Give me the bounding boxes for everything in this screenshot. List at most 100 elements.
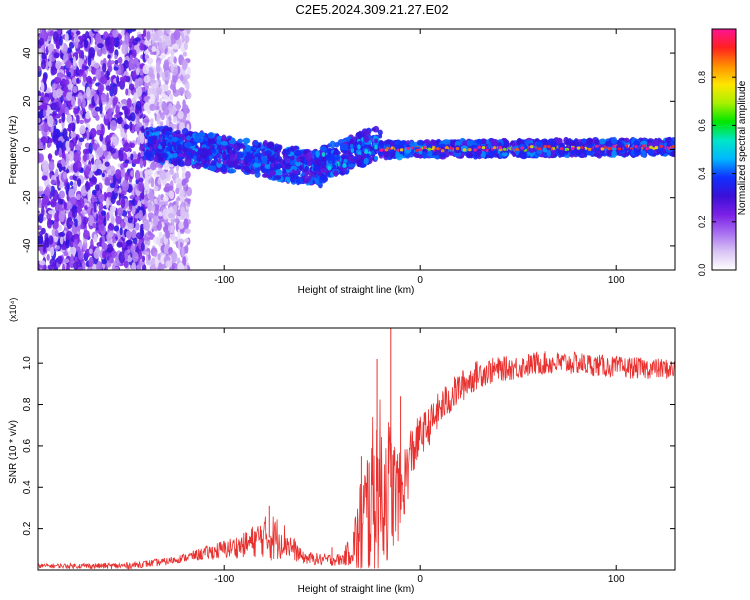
spectrogram-cell [83,229,90,240]
spectrogram-cell [255,148,260,154]
spectrogram-cell [364,149,369,154]
spectrogram-cell [284,148,291,156]
spectrogram-cell [107,65,113,73]
spectrogram-cell [68,150,74,162]
spectrogram-cell [153,198,158,204]
spectrogram-cell [347,155,355,162]
spectrogram-cell [65,140,70,150]
spectrogram-cell [173,146,177,152]
spectrogram-cell [108,230,114,237]
spectrogram-cell [184,238,190,243]
spectrogram-cell [40,125,45,131]
spectrogram-cell [92,263,97,270]
spectrogram-cell [49,30,54,36]
spectrogram-cell [99,85,103,97]
spectrogram-cell [334,147,338,153]
spectrogram-cell [109,119,117,132]
spectrogram-cell [78,266,83,270]
spectrogram-cell [154,144,158,150]
spectrogram-cell [144,150,152,159]
spectrogram-cell [54,101,60,113]
spectrogram-cell [132,251,139,263]
spectrogram-cell [71,77,77,84]
spectrogram-cell [150,118,154,125]
spectrogram-cell [130,153,134,161]
spectrogram-cell [79,110,84,115]
spectrogram-cell [222,145,226,151]
spectrogram-cell [42,195,50,205]
spectrogram-cell [94,45,98,52]
spectrogram-cell [333,155,341,161]
spectrogram-cell [50,179,57,185]
spectrogram-cell [139,141,146,151]
spectrogram-cell [57,198,64,205]
spectrogram-cell [110,250,118,258]
spectrogram-cell [144,95,151,100]
spectrogram-cell [109,205,117,213]
spectrogram-cell [88,181,94,187]
spectrogram-cell [38,243,44,252]
spectrogram-cell [79,125,86,135]
spectrogram-cell [135,232,143,240]
spectrogram-cell [172,152,178,158]
spectrogram-cell [107,54,111,59]
spectrogram-cell [268,156,277,162]
spectrogram-cell [132,49,137,59]
spectrogram-cell [178,221,185,230]
spectrogram-cell [123,59,129,69]
spectrogram-cell [95,68,101,80]
spectrogram-cell [97,215,104,225]
spectrogram-cell [66,127,73,132]
spectrogram-cell [209,155,213,161]
spectrogram-cell [254,140,259,147]
spectrogram-cell [40,82,45,93]
spectrogram-cell [46,218,52,229]
spectrogram-cell [64,32,69,43]
spectrogram-cell [193,155,197,161]
spectrogram-cell [245,144,251,152]
spectrogram-cell [95,114,100,121]
spectrogram-cell [197,157,201,163]
spectrogram-cell [78,49,83,60]
spectrogram-cell [107,169,112,176]
spectrogram-cell [163,94,169,101]
spectrogram-cell [108,43,115,54]
spectrogram-cell [103,191,107,202]
spectrogram-cell [47,210,54,215]
spectrogram-cell [207,132,214,139]
spectrogram-cell [124,172,129,182]
spectrogram-cell [142,64,150,75]
spectrogram-cell [131,206,136,215]
spectrogram-cell [177,263,185,270]
spectrogram-cell [145,260,152,266]
spectrogram-cell [123,142,130,153]
spectrogram-cell [115,215,122,225]
spectrogram-cell [82,153,88,162]
spectrogram-cell [356,154,362,160]
spectrogram-cell [217,158,222,164]
spectrogram-cell [38,111,44,118]
spectrogram-cell [356,159,362,168]
spectrogram-cell [77,215,82,226]
spectrogram-cell [93,29,101,32]
spectrogram-cell [89,128,97,138]
spectrogram-cell [131,261,136,270]
spectrogram-cell [38,153,44,163]
spectrogram-cell [125,230,132,239]
spectrogram-cell [131,159,139,164]
spectrogram-cell [163,186,170,193]
spectrogram-cell [42,242,47,254]
spectrogram-cell [73,151,80,163]
spectrogram-cell [65,59,72,69]
spectrogram-cell [113,225,120,232]
spectrogram-cell [374,155,379,161]
spectrogram-cell [136,264,142,270]
spectrogram-cell [96,124,101,130]
spectrogram-cell [134,222,140,231]
spectrogram-cell [92,76,97,82]
spectrogram-cell [349,143,354,149]
spectrogram-cell [38,225,42,231]
spectrogram-cell [64,79,70,86]
spectrogram-cell [124,106,128,118]
spectrogram-cell [173,56,177,64]
